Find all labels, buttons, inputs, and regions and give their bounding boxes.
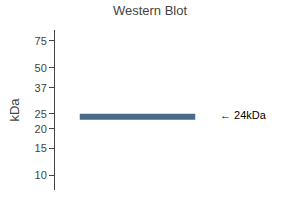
svg-text:Western Blot: Western Blot	[113, 3, 188, 18]
svg-text:15: 15	[35, 142, 47, 154]
svg-text:20: 20	[35, 123, 47, 135]
svg-text:10: 10	[35, 169, 47, 181]
svg-text:kDa: kDa	[7, 98, 22, 122]
svg-text:50: 50	[35, 62, 47, 74]
svg-text:← 24kDa: ← 24kDa	[220, 109, 267, 121]
svg-text:37: 37	[35, 82, 47, 94]
svg-text:75: 75	[35, 35, 47, 47]
svg-text:25: 25	[35, 108, 47, 120]
